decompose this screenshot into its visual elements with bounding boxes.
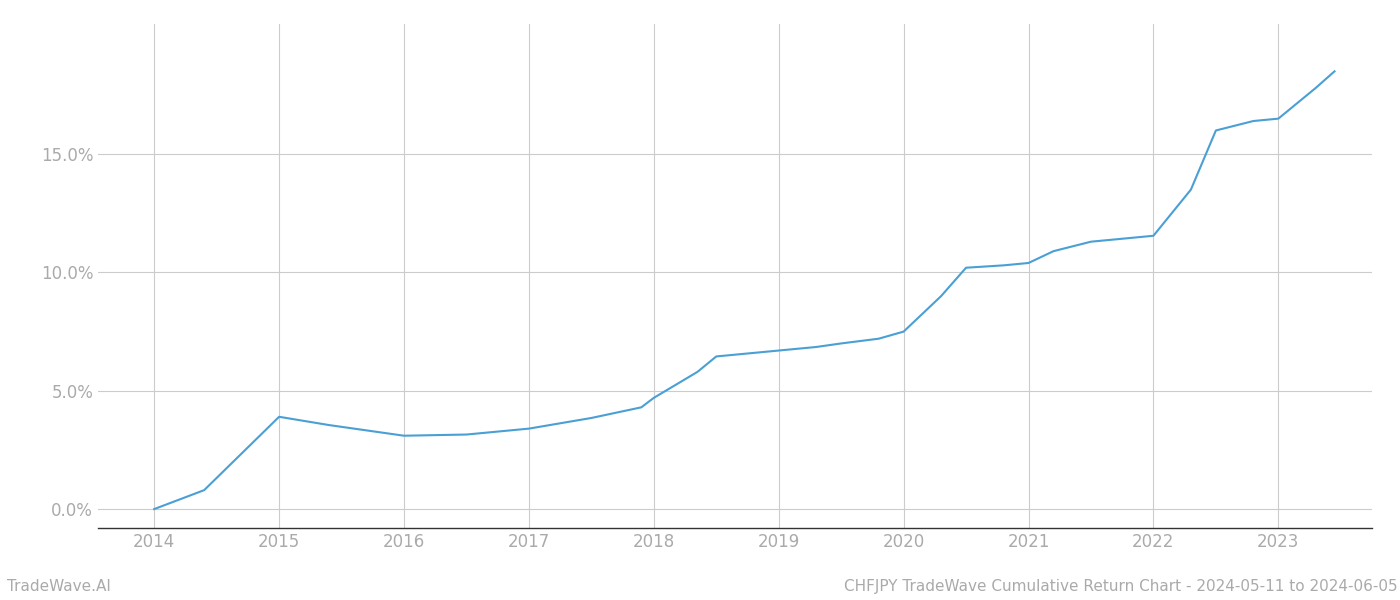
- Text: CHFJPY TradeWave Cumulative Return Chart - 2024-05-11 to 2024-06-05: CHFJPY TradeWave Cumulative Return Chart…: [844, 579, 1397, 594]
- Text: TradeWave.AI: TradeWave.AI: [7, 579, 111, 594]
